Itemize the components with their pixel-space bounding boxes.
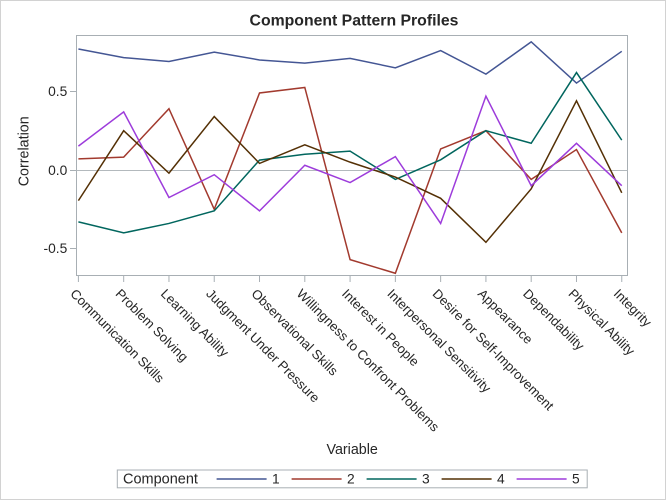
svg-text:Variable: Variable bbox=[326, 442, 377, 458]
svg-text:Correlation: Correlation bbox=[17, 116, 33, 186]
svg-text:4: 4 bbox=[497, 472, 505, 487]
svg-text:3: 3 bbox=[422, 472, 430, 487]
svg-text:-0.5: -0.5 bbox=[44, 241, 68, 256]
svg-text:0.5: 0.5 bbox=[48, 84, 68, 99]
svg-text:Component: Component bbox=[123, 472, 198, 488]
svg-text:0.0: 0.0 bbox=[48, 163, 68, 178]
svg-text:2: 2 bbox=[347, 472, 355, 487]
svg-text:5: 5 bbox=[572, 472, 580, 487]
svg-text:Component Pattern Profiles: Component Pattern Profiles bbox=[250, 13, 459, 30]
svg-text:1: 1 bbox=[272, 472, 280, 487]
